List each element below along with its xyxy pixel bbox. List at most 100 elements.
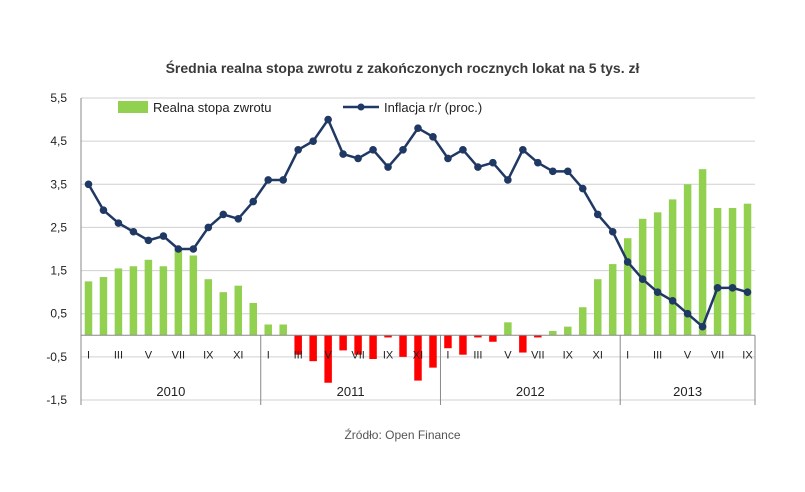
line-point	[249, 197, 258, 206]
bar	[324, 335, 332, 383]
bar	[459, 335, 467, 355]
bar	[249, 302, 257, 336]
line-point	[144, 236, 153, 245]
legend-swatch-marker	[357, 103, 365, 111]
line-point	[174, 245, 183, 253]
x-tick-label: V	[145, 349, 153, 361]
bar	[444, 335, 452, 349]
line-point	[608, 227, 617, 236]
line-point	[369, 145, 377, 154]
legend-label-line: Inflacja r/r (proc.)	[384, 100, 482, 115]
line-point	[114, 219, 123, 227]
legend-label-bar: Realna stopa zwrotu	[153, 100, 272, 115]
line-point	[563, 167, 572, 176]
bar	[339, 335, 347, 351]
line-point	[219, 210, 228, 219]
bar	[713, 208, 722, 336]
line-point	[549, 167, 557, 176]
line-point	[743, 288, 752, 296]
bar	[668, 199, 677, 336]
bar	[623, 238, 632, 336]
x-tick-label: I	[267, 349, 270, 361]
bar	[519, 335, 527, 353]
line-point	[189, 245, 198, 253]
line-point	[84, 180, 93, 189]
bar	[384, 335, 392, 338]
bar	[204, 279, 213, 336]
line-point	[578, 184, 587, 193]
line-point	[324, 115, 332, 124]
x-tick-label: XI	[413, 349, 423, 361]
line-point	[429, 133, 437, 141]
y-tick-label: 5,5	[50, 91, 67, 105]
y-tick-label: 1,5	[50, 264, 67, 278]
line-point	[354, 154, 362, 163]
bar	[608, 264, 617, 336]
y-axis: 5,5 4,5 3,5 2,5 1,5 0,5 -0,5 -1,5	[46, 91, 82, 407]
bar	[114, 268, 123, 336]
x-tick-label: XI	[233, 349, 243, 361]
line-point	[444, 154, 452, 163]
bar	[294, 335, 302, 355]
line-point	[668, 296, 677, 305]
x-tick-label: III	[473, 349, 482, 361]
line-point	[399, 145, 407, 154]
x-tick-label: VII	[351, 349, 364, 361]
line-point	[593, 210, 602, 219]
y-tick-label: -1,5	[46, 393, 67, 407]
line-point	[698, 322, 707, 331]
bar	[698, 169, 707, 336]
line-point	[459, 145, 467, 154]
line-point	[279, 176, 288, 184]
line-point	[713, 284, 722, 292]
line-point	[653, 288, 662, 296]
x-tick-label: I	[87, 349, 90, 361]
x-tick-label: I	[446, 349, 449, 361]
x-tick-label: I	[626, 349, 629, 361]
line-point	[294, 145, 302, 154]
bar	[264, 324, 272, 336]
line-point	[309, 137, 317, 145]
bar	[534, 335, 542, 338]
series-line	[87, 118, 748, 328]
line-point	[683, 309, 692, 318]
y-tick-label: 3,5	[50, 177, 67, 191]
line-point	[264, 176, 273, 184]
bar	[84, 281, 93, 336]
bar	[564, 326, 572, 336]
line-point	[204, 223, 213, 232]
x-tick-label: IX	[383, 349, 394, 361]
x-tick-label: V	[684, 349, 692, 361]
y-tick-label: 0,5	[50, 307, 67, 321]
bar	[549, 330, 557, 336]
line-point	[234, 215, 243, 223]
bar	[593, 279, 602, 336]
source-note: Źródło: Open Finance	[344, 428, 461, 442]
year-label: 2012	[516, 384, 545, 399]
line-point	[414, 124, 422, 132]
line-point	[99, 206, 108, 214]
bar	[653, 212, 662, 336]
bar	[474, 335, 482, 338]
bar	[399, 335, 407, 357]
x-tick-label: VII	[531, 349, 544, 361]
bar	[414, 335, 422, 381]
x-tick-label: XI	[593, 349, 603, 361]
line-point	[474, 163, 482, 171]
bar	[429, 335, 437, 368]
line-point	[159, 232, 168, 240]
x-tick-label: IX	[563, 349, 574, 361]
bar	[309, 335, 317, 362]
line-point	[339, 150, 347, 158]
x-tick-label: III	[114, 349, 123, 361]
line-point	[728, 284, 737, 292]
x-tick-label: IX	[742, 349, 753, 361]
year-label: 2010	[156, 384, 185, 399]
bar	[279, 324, 287, 336]
bar	[189, 255, 198, 336]
bar	[174, 249, 183, 336]
year-label: 2011	[337, 384, 365, 399]
bar	[728, 208, 737, 336]
line-point	[623, 258, 632, 266]
